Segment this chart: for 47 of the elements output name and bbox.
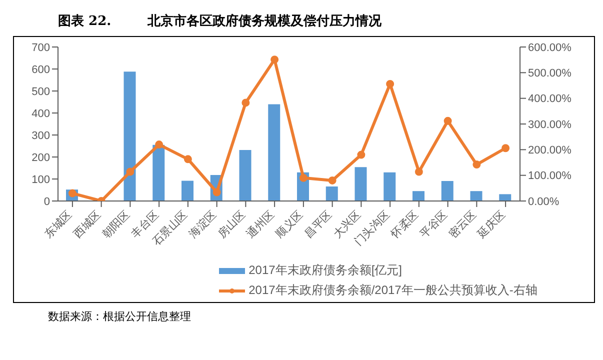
y-tick-label: 500: [32, 86, 50, 98]
bar: [268, 104, 280, 201]
point: [444, 116, 452, 125]
point: [155, 140, 164, 149]
y-tick-label: 100: [32, 174, 50, 186]
y-tick-label: 300: [32, 130, 50, 142]
bar: [499, 194, 512, 201]
x-tick-label: 平谷区: [418, 208, 450, 240]
point: [212, 188, 221, 196]
y-tick-label: 400: [32, 108, 50, 120]
bar: [441, 180, 454, 201]
x-tick-label: 海淀区: [186, 208, 219, 240]
y2-tick-label: 400.00%: [528, 93, 572, 106]
y2-tick-label: 300.00%: [528, 118, 572, 131]
y-tick-label: 200: [32, 152, 50, 164]
point: [299, 174, 308, 182]
source-note: 数据来源：根据公开信息整理: [47, 309, 192, 324]
point: [502, 144, 510, 152]
point: [328, 176, 336, 184]
point: [126, 168, 134, 176]
bar: [182, 180, 194, 201]
y2-tick-label: 500.00%: [528, 68, 572, 80]
bar: [326, 186, 338, 201]
bar: [239, 150, 252, 201]
bar: [354, 167, 367, 201]
bar: [470, 191, 482, 201]
y-tick-label: 600: [32, 64, 50, 76]
point: [472, 160, 481, 169]
bar: [124, 72, 136, 201]
point: [386, 80, 394, 88]
bar: [412, 191, 424, 201]
bar: [384, 172, 396, 201]
y-tick-label: 0: [44, 196, 50, 208]
point: [414, 168, 423, 176]
legend-label: 2017年末政府债务余额/2017年一般公共预算收入-右轴: [248, 282, 538, 299]
y2-tick-label: 100.00%: [528, 170, 572, 182]
y2-tick-label: 200.00%: [528, 144, 572, 157]
point: [242, 98, 250, 107]
point: [357, 150, 366, 159]
y2-tick-label: 0.00%: [528, 196, 560, 208]
legend-label: 2017年末政府债务余额[亿元]: [248, 262, 402, 279]
bar: [152, 144, 165, 201]
chart-title: 图表 22. 北京市各区政府债务规模及偿付压力情况: [57, 12, 382, 31]
point: [270, 56, 279, 64]
y-tick-label: 700: [32, 42, 50, 54]
y2-tick-label: 600.00%: [528, 42, 572, 54]
point: [184, 155, 192, 164]
